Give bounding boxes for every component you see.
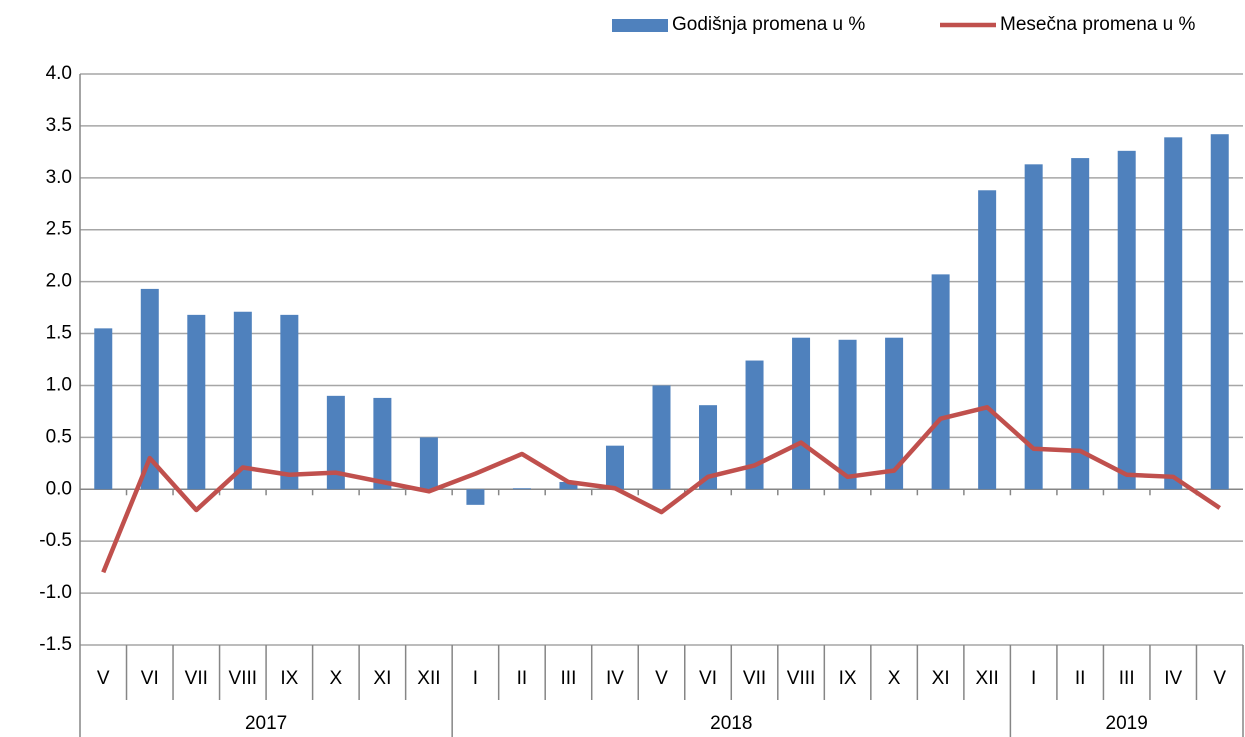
bar bbox=[1024, 164, 1043, 490]
x-tick-label: IV bbox=[606, 668, 624, 689]
y-tick-label: -1.5 bbox=[39, 634, 72, 655]
y-tick-label: 2.0 bbox=[46, 271, 72, 292]
x-tick-label: II bbox=[517, 668, 528, 689]
x-tick-label: II bbox=[1075, 668, 1086, 689]
bar bbox=[745, 360, 764, 490]
bar bbox=[1164, 137, 1183, 490]
x-tick-label: X bbox=[888, 668, 901, 689]
x-tick-label: VIII bbox=[787, 668, 816, 689]
x-tick-label: V bbox=[655, 668, 668, 689]
year-label: 2017 bbox=[245, 713, 287, 734]
x-tick-label: III bbox=[1119, 668, 1135, 689]
x-tick-label: XI bbox=[373, 668, 391, 689]
y-tick-label: 3.0 bbox=[46, 167, 72, 188]
bar bbox=[140, 288, 159, 490]
bar bbox=[280, 314, 299, 490]
x-tick-label: XI bbox=[932, 668, 950, 689]
legend-label: Godišnja promena u % bbox=[672, 14, 865, 35]
year-label: 2018 bbox=[710, 713, 752, 734]
y-tick-label: 4.0 bbox=[46, 63, 72, 84]
line bbox=[101, 405, 1221, 574]
legend-label: Mesečna promena u % bbox=[1000, 14, 1195, 35]
year-label: 2019 bbox=[1106, 713, 1148, 734]
bar bbox=[559, 482, 578, 490]
x-tick-label: VI bbox=[699, 668, 717, 689]
y-tick-label: 0.5 bbox=[46, 426, 72, 447]
bar bbox=[419, 437, 438, 490]
y-tick-label: 3.5 bbox=[46, 115, 72, 136]
y-tick-label: 1.0 bbox=[46, 374, 72, 395]
x-tick-label: I bbox=[473, 668, 478, 689]
x-tick-label: IV bbox=[1164, 668, 1182, 689]
x-tick-label: VIII bbox=[229, 668, 258, 689]
y-tick-label: -0.5 bbox=[39, 530, 72, 551]
bar bbox=[605, 445, 624, 490]
bar bbox=[1210, 134, 1229, 490]
bar bbox=[326, 395, 345, 490]
x-tick-label: VI bbox=[141, 668, 159, 689]
y-tick-label: 0.0 bbox=[46, 478, 72, 499]
bar bbox=[1117, 150, 1136, 490]
x-tick-label: V bbox=[97, 668, 110, 689]
x-tick-label: IX bbox=[839, 668, 857, 689]
x-tick-label: VII bbox=[185, 668, 208, 689]
bar bbox=[233, 311, 252, 490]
legend-swatch bbox=[612, 19, 668, 32]
bar bbox=[652, 385, 671, 490]
bar bbox=[885, 337, 904, 490]
x-tick-label: X bbox=[330, 668, 343, 689]
bar bbox=[792, 337, 811, 490]
bar bbox=[838, 339, 857, 490]
bar bbox=[94, 328, 113, 490]
bar bbox=[466, 489, 485, 505]
bar bbox=[187, 314, 206, 490]
x-tick-label: V bbox=[1213, 668, 1226, 689]
bar bbox=[512, 488, 531, 490]
bar bbox=[373, 397, 392, 490]
x-tick-label: XII bbox=[976, 668, 999, 689]
x-tick-label: VII bbox=[743, 668, 766, 689]
y-tick-label: 2.5 bbox=[46, 219, 72, 240]
y-tick-label: -1.0 bbox=[39, 582, 72, 603]
bar bbox=[1071, 158, 1090, 490]
x-tick-label: III bbox=[561, 668, 577, 689]
bar bbox=[699, 405, 718, 490]
x-tick-label: I bbox=[1031, 668, 1036, 689]
bar bbox=[978, 190, 997, 490]
x-tick-label: XII bbox=[417, 668, 440, 689]
x-tick-label: IX bbox=[280, 668, 298, 689]
y-tick-label: 1.5 bbox=[46, 323, 72, 344]
bar bbox=[931, 274, 950, 490]
